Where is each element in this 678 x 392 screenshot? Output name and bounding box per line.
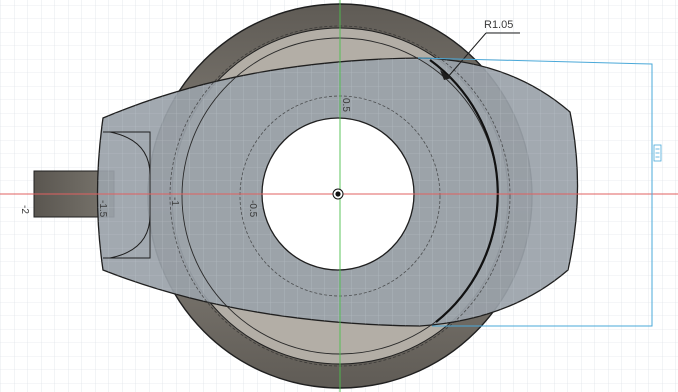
dimension-tick-icon bbox=[653, 144, 662, 162]
ruler-label: -1.5 bbox=[97, 200, 108, 218]
linear-dimension[interactable] bbox=[417, 57, 662, 327]
radius-dimension[interactable]: R1.05 bbox=[440, 19, 520, 80]
radius-arc[interactable] bbox=[429, 59, 499, 323]
ruler-label: -2 bbox=[19, 205, 30, 214]
ruler-labels: -2 -1.5 -1 -0.5 0.5 bbox=[19, 98, 351, 218]
origin-point-icon[interactable] bbox=[332, 188, 344, 200]
radius-dimension-label: R1.05 bbox=[484, 19, 513, 31]
ruler-label: -1 bbox=[169, 197, 180, 206]
ruler-label: 0.5 bbox=[340, 98, 351, 112]
ruler-label: -0.5 bbox=[247, 200, 258, 218]
